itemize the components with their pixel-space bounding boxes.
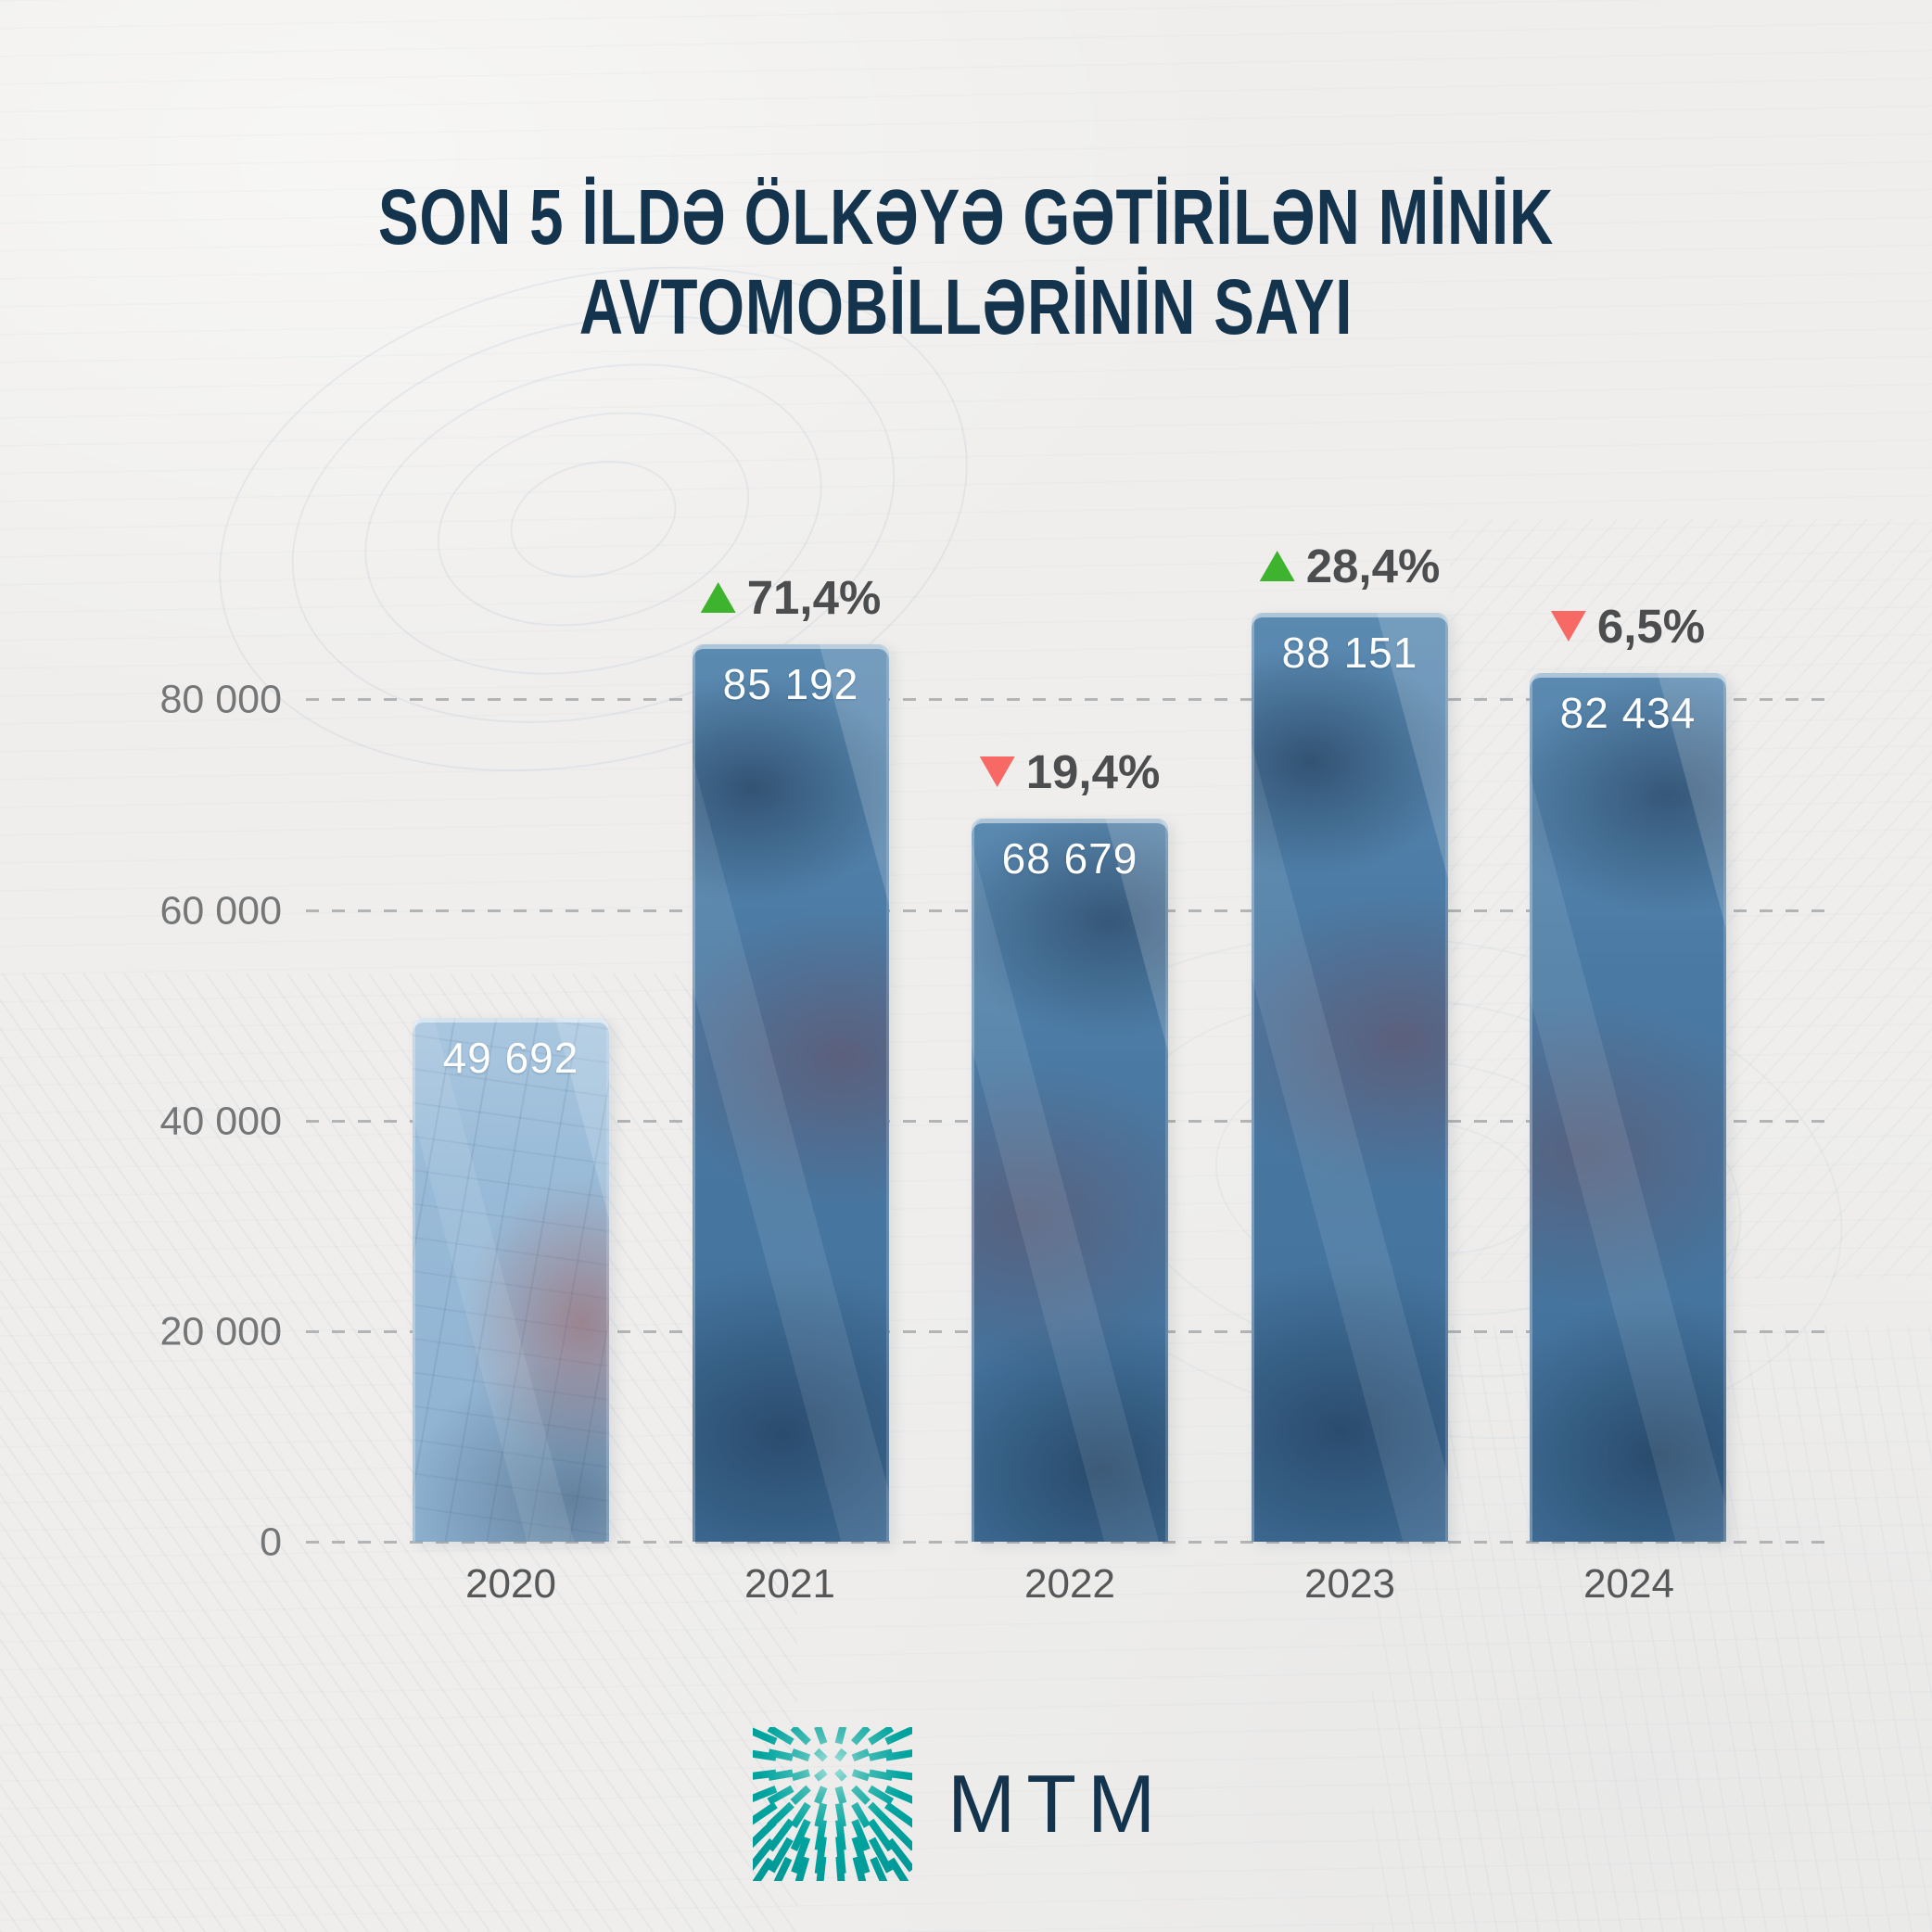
change-badge-2021: 71,4%: [700, 570, 882, 625]
bar-rect: 88 151: [1252, 613, 1448, 1542]
hatch-texture-left: [0, 973, 797, 1932]
bar-value-label: 82 434: [1559, 689, 1697, 737]
bar-2020: 49 692: [413, 1018, 609, 1542]
ytick-60000: 60 000: [159, 888, 282, 933]
change-label: 6,5%: [1596, 600, 1706, 653]
brand-name: MTM: [947, 1758, 1167, 1849]
bar-rect: 49 692: [413, 1018, 609, 1542]
change-badge-2022: 19,4%: [979, 744, 1161, 799]
bar-value-label: 68 679: [1001, 834, 1138, 883]
bar-value-label: 88 151: [1281, 629, 1418, 677]
xlabel-2024: 2024: [1583, 1561, 1674, 1607]
ytick-80000: 80 000: [159, 677, 282, 721]
xlabel-2022: 2022: [1024, 1561, 1115, 1607]
bar-2022: 19,4% 68 679: [972, 745, 1168, 1542]
page-title: SON 5 İLDƏ ÖLKƏYƏ GƏTİRİLƏN MİNİK AVTOMO…: [0, 172, 1932, 352]
bar-value-label: 85 192: [722, 660, 859, 708]
up-triangle-icon: [1259, 551, 1295, 581]
bar-value-label: 49 692: [442, 1034, 579, 1082]
bar-rect: 85 192: [693, 644, 889, 1542]
down-triangle-icon: [1550, 611, 1586, 642]
up-triangle-icon: [700, 582, 736, 613]
xlabel-2023: 2023: [1304, 1561, 1395, 1607]
change-label: 19,4%: [1025, 745, 1161, 798]
bar-2021: 71,4% 85 192: [693, 571, 889, 1542]
change-badge-2023: 28,4%: [1259, 539, 1441, 593]
bar-rect: 68 679: [972, 819, 1168, 1542]
mtm-logo-burst-icon: [753, 1727, 912, 1881]
ytick-20000: 20 000: [159, 1309, 282, 1354]
page-title-line2: AVTOMOBİLLƏRİNİN SAYI: [578, 263, 1354, 350]
page-title-line1: SON 5 İLDƏ ÖLKƏYƏ GƏTİRİLƏN MİNİK: [377, 173, 1555, 261]
down-triangle-icon: [979, 756, 1015, 787]
ytick-0: 0: [260, 1519, 282, 1564]
change-label: 28,4%: [1305, 540, 1441, 592]
gridline-0: 0: [260, 1519, 1834, 1564]
gridline-80000: 80 000: [159, 677, 1834, 721]
bar-2023: 28,4% 88 151: [1252, 540, 1448, 1542]
xlabel-2021: 2021: [744, 1561, 835, 1607]
bar-2024: 6,5% 82 434: [1530, 600, 1726, 1542]
change-label: 71,4%: [746, 571, 882, 624]
change-badge-2024: 6,5%: [1550, 599, 1706, 654]
bar-rect: 82 434: [1530, 673, 1726, 1542]
brand-footer: MTM: [753, 1724, 1166, 1884]
ytick-40000: 40 000: [159, 1099, 282, 1143]
xlabel-2020: 2020: [465, 1561, 556, 1607]
